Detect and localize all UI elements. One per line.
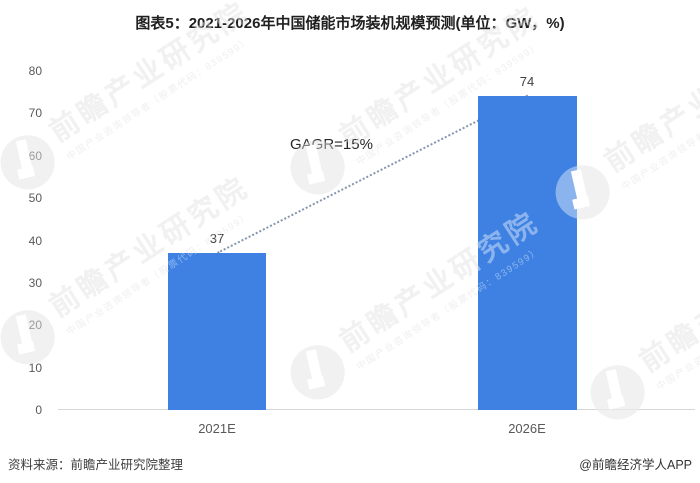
bar-2026e [478, 96, 577, 410]
x-label-2026e: 2026E [508, 421, 546, 436]
cagr-annotation: GAGR=15% [290, 136, 373, 153]
y-axis-tick-80: 80 [28, 64, 42, 78]
y-axis-tick-70: 70 [28, 106, 42, 120]
y-axis-tick-40: 40 [28, 234, 42, 248]
source-note: 资料来源：前瞻产业研究院整理 [8, 458, 184, 472]
brand-note: @前瞻经济学人APP [579, 458, 692, 472]
bar-2021e [168, 253, 266, 410]
chart-title: 图表5：2021-2026年中国储能市场装机规模预测(单位：GW，%) [135, 15, 565, 32]
x-axis-baseline [58, 409, 695, 410]
bar-value-2021e: 37 [209, 231, 225, 246]
y-axis-tick-60: 60 [28, 149, 42, 163]
y-axis-tick-0: 0 [35, 403, 42, 417]
bar-value-2026e: 74 [519, 74, 535, 89]
y-axis-tick-20: 20 [28, 318, 42, 332]
y-axis-tick-30: 30 [28, 276, 42, 290]
y-axis-tick-10: 10 [28, 361, 42, 375]
x-label-2021e: 2021E [198, 421, 236, 436]
y-axis-tick-50: 50 [28, 191, 42, 205]
